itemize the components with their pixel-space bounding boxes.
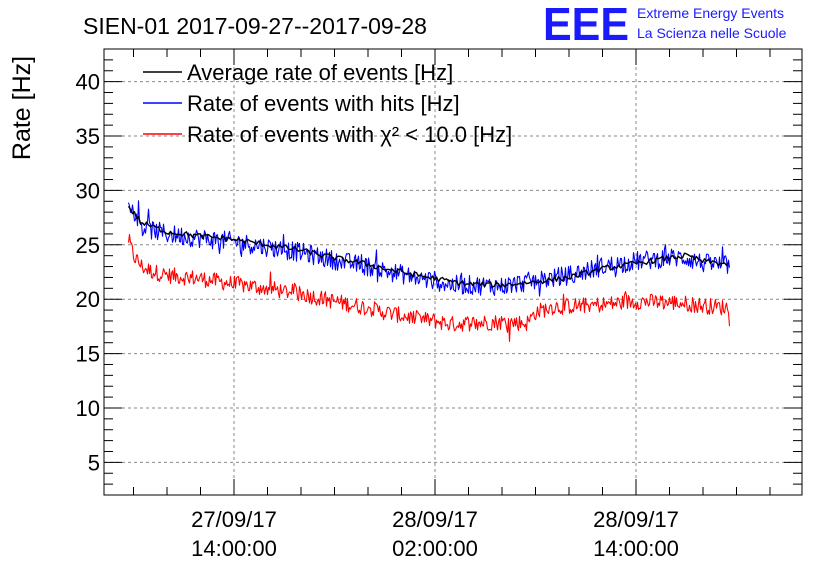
legend-entry-chi2: Rate of events with χ² < 10.0 [Hz] <box>143 122 512 147</box>
chart-title: SIEN-01 2017-09-27--2017-09-28 <box>83 13 427 39</box>
legend-label-average: Average rate of events [Hz] <box>187 60 453 85</box>
y-tick-label: 15 <box>76 342 100 367</box>
plot-frame <box>103 48 803 496</box>
y-tick-label: 25 <box>76 233 100 258</box>
y-axis: 5 10 15 20 25 30 35 40 <box>76 48 802 496</box>
eee-logo-line1: Extreme Energy Events <box>637 5 784 21</box>
series-lines <box>127 200 731 342</box>
legend-entry-average: Average rate of events [Hz] <box>143 60 453 85</box>
y-tick-label: 20 <box>76 287 100 312</box>
x-tick-label-date: 28/09/17 <box>593 507 679 532</box>
y-tick-label: 40 <box>76 70 100 95</box>
legend-entry-hits: Rate of events with hits [Hz] <box>143 91 460 116</box>
y-tick-label: 30 <box>76 178 100 203</box>
series-line-chi2 <box>127 233 731 342</box>
x-tick-label-time: 14:00:00 <box>593 536 679 561</box>
y-tick-label: 10 <box>76 396 100 421</box>
legend: Average rate of events [Hz] Rate of even… <box>143 60 512 147</box>
y-axis-label: Rate [Hz] <box>8 56 36 160</box>
y-tick-label: 35 <box>76 124 100 149</box>
x-tick-label-date: 27/09/17 <box>191 507 277 532</box>
legend-label-chi2: Rate of events with χ² < 10.0 [Hz] <box>187 122 512 147</box>
x-tick-label-time: 02:00:00 <box>392 536 478 561</box>
x-tick-label-date: 28/09/17 <box>392 507 478 532</box>
x-axis: 27/09/17 14:00:00 28/09/17 02:00:00 28/09/17… <box>133 49 771 561</box>
eee-logo: EEE Extreme Energy Events La Scienza nel… <box>543 0 787 50</box>
y-tick-label: 5 <box>88 450 100 475</box>
grid-lines <box>104 49 802 495</box>
legend-label-hits: Rate of events with hits [Hz] <box>187 91 460 116</box>
eee-logo-line2: La Scienza nelle Scuole <box>637 25 787 41</box>
x-tick-label-time: 14:00:00 <box>191 536 277 561</box>
series-line-average <box>127 205 730 289</box>
eee-logo-mark: EEE <box>543 0 629 50</box>
series-line-hits <box>127 200 731 297</box>
